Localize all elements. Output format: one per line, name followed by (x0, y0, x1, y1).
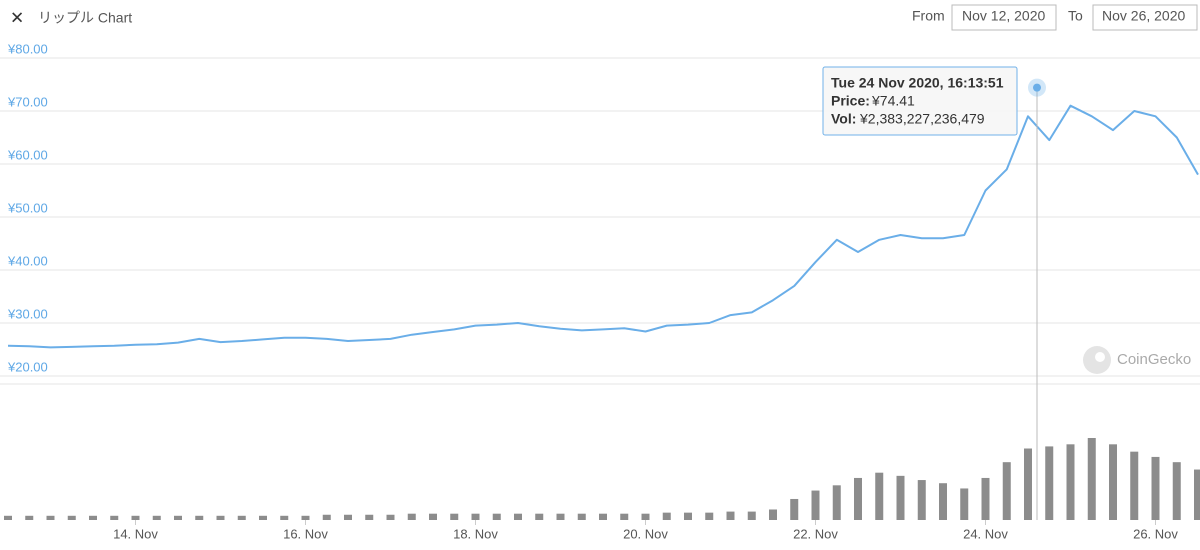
volume-bar (769, 509, 777, 520)
volume-bar (280, 515, 289, 520)
volume-bar (1087, 438, 1096, 520)
to-input-box[interactable] (1092, 4, 1198, 31)
volume-bar (705, 512, 714, 520)
price-line (7, 104, 1199, 349)
volume-bar (195, 515, 204, 520)
volume-bar (1194, 469, 1200, 520)
y-tick-label: ¥70.00 (7, 94, 48, 109)
tooltip-box (822, 66, 1018, 136)
volume-bar (832, 485, 841, 520)
chart-title: リップル Chart (38, 10, 132, 26)
volume-bar (1002, 462, 1011, 520)
tooltip-price: ¥74.41 (871, 93, 915, 109)
volume-bar (790, 498, 799, 520)
volume-bar (1172, 462, 1181, 520)
x-tick-label: 14. Nov (113, 526, 158, 541)
volume-bar (1109, 444, 1117, 520)
hover-point (1033, 83, 1041, 92)
volume-bar (365, 514, 374, 520)
x-tick-label: 22. Nov (793, 526, 838, 541)
y-tick-label: ¥60.00 (7, 147, 48, 162)
volume-bar (747, 511, 756, 520)
from-input-box[interactable] (951, 4, 1057, 31)
volume-bar (1066, 444, 1075, 520)
volume-bar (301, 515, 310, 520)
volume-bar (811, 490, 820, 520)
volume-bar (216, 515, 225, 520)
volume-bar (875, 472, 884, 520)
volume-bar (981, 477, 990, 520)
x-tick-label: 18. Nov (453, 526, 498, 541)
x-tick-label: 24. Nov (963, 526, 1008, 541)
volume-bar (25, 515, 34, 520)
x-tick-label: 26. Nov (1133, 526, 1178, 541)
volume-bar (854, 477, 862, 520)
volume-bar (535, 513, 544, 520)
x-tick-label: 16. Nov (283, 526, 328, 541)
volume-bar (259, 515, 267, 520)
volume-bar (407, 513, 416, 520)
y-tick-label: ¥50.00 (7, 200, 48, 215)
volume-bar (960, 488, 969, 520)
volume-bar (641, 513, 650, 520)
tooltip-vol: ¥2,383,227,236,479 (859, 111, 985, 127)
volume-bar (577, 513, 586, 520)
x-tick-label: 20. Nov (623, 526, 668, 541)
volume-bar (174, 515, 182, 520)
volume-bar (386, 514, 395, 520)
volume-bar (599, 513, 607, 520)
volume-bar (4, 515, 12, 520)
volume-bar (471, 513, 480, 520)
volume-bar (726, 511, 735, 520)
watermark-logo-eye (1095, 352, 1105, 362)
to-caption: To (1068, 8, 1083, 24)
volume-bar (492, 513, 501, 520)
y-tick-label: ¥20.00 (7, 359, 48, 374)
tooltip-price-caption: Price: (831, 93, 870, 109)
volume-bar (46, 515, 55, 520)
close-icon[interactable]: ✕ (10, 8, 24, 27)
from-date[interactable]: Nov 12, 2020 (962, 8, 1045, 24)
volume-bar (322, 514, 331, 520)
volume-bar (237, 515, 246, 520)
volume-bar (1151, 456, 1160, 520)
volume-bar (429, 513, 437, 520)
volume-bar (110, 515, 119, 520)
volume-bar (917, 480, 926, 520)
watermark: CoinGecko (1117, 351, 1191, 368)
from-caption: From (912, 8, 945, 24)
volume-bar (620, 513, 629, 520)
y-tick-label: ¥40.00 (7, 253, 48, 268)
volume-bar (67, 515, 76, 520)
volume-bar (89, 515, 97, 520)
volume-bar (1130, 451, 1139, 520)
volume-bar (556, 513, 565, 520)
volume-bar (450, 513, 459, 520)
to-date[interactable]: Nov 26, 2020 (1102, 8, 1185, 24)
tooltip-title: Tue 24 Nov 2020, 16:13:51 (831, 75, 1004, 91)
y-tick-label: ¥30.00 (7, 306, 48, 321)
y-tick-label: ¥80.00 (7, 41, 48, 56)
volume-bar (514, 513, 522, 520)
volume-bar (131, 515, 140, 520)
volume-bar (939, 483, 947, 520)
volume-bar (1045, 446, 1054, 520)
volume-bar (1024, 448, 1032, 520)
volume-bar (662, 512, 671, 520)
volume-bar (152, 515, 161, 520)
volume-bar (684, 512, 692, 520)
tooltip-vol-caption: Vol: (831, 111, 856, 127)
volume-bar (344, 514, 352, 520)
volume-bar (896, 475, 905, 520)
